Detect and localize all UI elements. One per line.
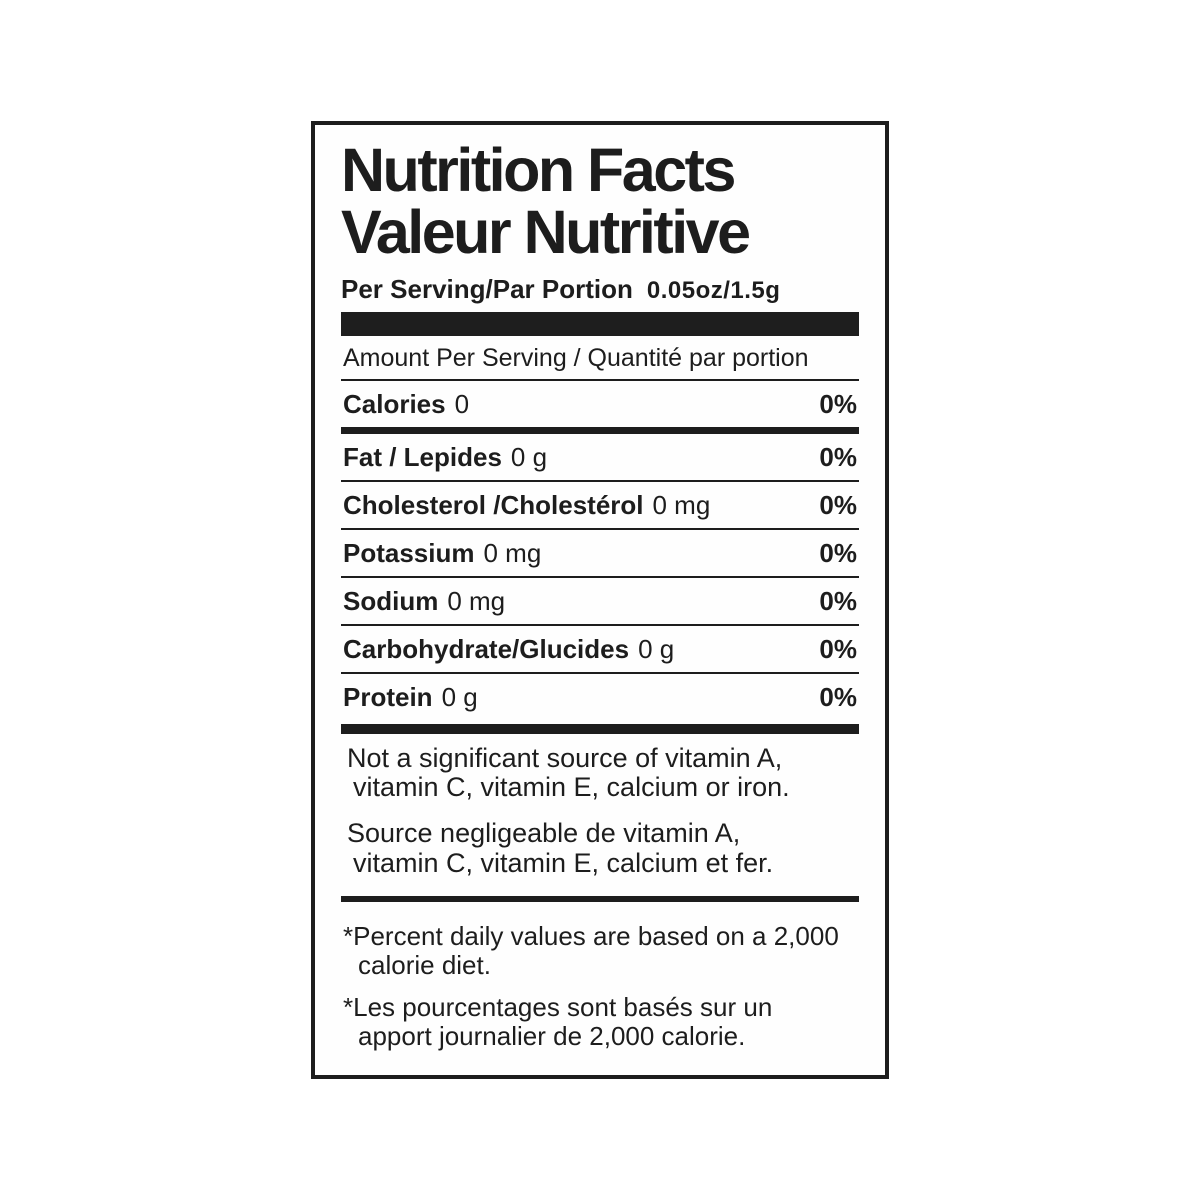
divider (341, 575, 859, 578)
divider (341, 896, 859, 903)
nutrient-name: Cholesterol /Cholestérol (343, 489, 644, 520)
nutrient-row-sodium: Sodium 0 mg 0% (341, 578, 859, 624)
nutrient-value: 0 mg (483, 537, 542, 568)
nutrient-row-protein: Protein 0 g 0% (341, 674, 859, 720)
divider (341, 527, 859, 530)
nutrient-name: Fat / Lepides (343, 441, 502, 472)
nutrient-row-fat: Fat / Lepides 0 g 0% (341, 434, 859, 480)
divider (341, 479, 859, 482)
nutrient-row-calories: Calories 0 0% (341, 381, 859, 427)
title-en: Nutrition Facts (341, 136, 736, 205)
daily-value: 0% (819, 633, 857, 664)
nutrient-name: Potassium (343, 537, 475, 568)
note-en-line1: Not a significant source of vitamin A, (347, 742, 783, 773)
daily-value: 0% (819, 388, 857, 419)
footnote-fr: *Les pourcentages sont basés sur un appo… (343, 991, 857, 1051)
serving-line: Per Serving/Par Portion 0.05oz/1.5g (341, 274, 859, 305)
nutrient-name: Sodium (343, 585, 439, 616)
serving-label: Per Serving/Par Portion (341, 273, 633, 304)
footnote-fr-line2: apport journalier de 2,000 calorie. (358, 1020, 746, 1051)
divider (341, 378, 859, 381)
nutrient-value: 0 g (510, 441, 548, 472)
daily-value: 0% (819, 585, 857, 616)
divider (341, 723, 859, 734)
nutrient-name: Calories (343, 388, 446, 419)
nutrient-value: 0 mg (447, 585, 506, 616)
footnote-en: *Percent daily values are based on a 2,0… (343, 922, 857, 980)
divider (341, 623, 859, 626)
daily-value: 0% (819, 537, 857, 568)
nutrient-value: 0 mg (652, 489, 711, 520)
divider (341, 426, 859, 434)
footnote-en-line1: *Percent daily values are based on a 2,0… (343, 921, 839, 952)
nutrient-name: Protein (343, 681, 433, 712)
daily-value: 0% (819, 441, 857, 472)
note-en: Not a significant source of vitamin A, v… (347, 742, 857, 803)
nutrient-name: Carbohydrate/Glucides (343, 633, 630, 664)
note-fr: Source negligeable de vitamin A, vitamin… (347, 818, 857, 878)
divider (341, 671, 859, 674)
nutrient-row-potassium: Potassium 0 mg 0% (341, 530, 859, 576)
footnote-fr-line1: *Les pourcentages sont basés sur un (343, 991, 773, 1022)
nutrient-row-carbohydrate: Carbohydrate/Glucides 0 g 0% (341, 626, 859, 672)
daily-value: 0% (819, 489, 857, 520)
title-fr: Valeur Nutritive (341, 198, 751, 267)
footnote-en-line2: calorie diet. (358, 950, 491, 981)
note-fr-line2: vitamin C, vitamin E, calcium et fer. (353, 847, 774, 878)
note-en-line2: vitamin C, vitamin E, calcium or iron. (353, 772, 790, 803)
daily-value: 0% (819, 681, 857, 712)
nutrient-value: 0 g (441, 681, 478, 712)
amount-per-serving-header: Amount Per Serving / Quantité par portio… (343, 343, 809, 372)
serving-size-value: 0.05oz/1.5g (646, 276, 781, 304)
daily-value-footnotes: *Percent daily values are based on a 2,0… (341, 902, 859, 1051)
nutrient-row-cholesterol: Cholesterol /Cholestérol 0 mg 0% (341, 482, 859, 528)
nutrient-value: 0 (454, 388, 470, 419)
note-fr-line1: Source negligeable de vitamin A, (347, 818, 741, 848)
nutrient-value: 0 g (638, 633, 675, 664)
vitamin-notes: Not a significant source of vitamin A, v… (341, 734, 859, 897)
nutrition-label: Nutrition Facts Valeur Nutritive Per Ser… (311, 121, 889, 1079)
header-bar (341, 311, 859, 336)
